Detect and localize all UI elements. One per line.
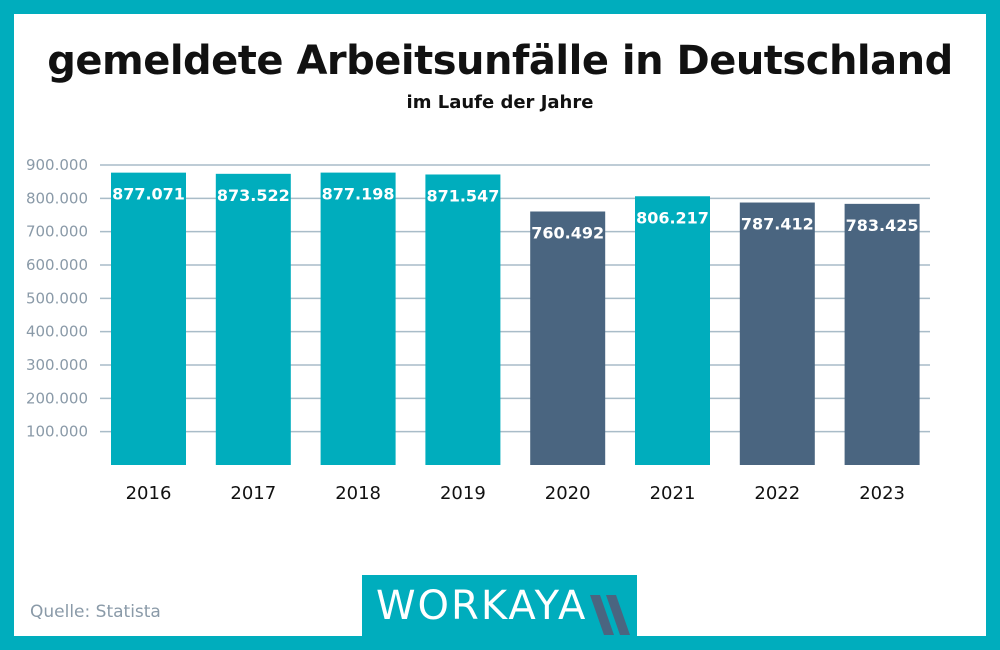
bar (530, 211, 606, 465)
y-tick-label: 600.000 (26, 256, 88, 274)
data-label: 760.492 (531, 224, 604, 243)
bar (635, 196, 710, 466)
y-tick-label: 300.000 (26, 356, 88, 374)
x-tick-label: 2018 (335, 483, 381, 504)
data-label: 783.425 (846, 216, 919, 235)
x-tick-label: 2022 (754, 483, 800, 504)
x-tick-label: 2019 (440, 483, 486, 504)
x-tick-label: 2021 (650, 483, 696, 504)
y-tick-label: 400.000 (26, 323, 88, 341)
x-tick-label: 2023 (859, 483, 905, 504)
data-label: 873.522 (217, 186, 290, 205)
y-tick-label: 900.000 (26, 156, 88, 174)
x-tick-label: 2017 (230, 483, 276, 504)
workaya-logo: WORKAYA (362, 575, 637, 650)
y-tick-label: 100.000 (26, 423, 88, 441)
chart-subtitle: im Laufe der Jahre (406, 92, 594, 113)
data-label: 806.217 (636, 208, 709, 227)
bar (844, 203, 920, 465)
bar (111, 172, 186, 465)
logo-text: WORKAYA (376, 583, 588, 629)
y-tick-label: 800.000 (26, 189, 88, 207)
data-label: 877.071 (112, 185, 185, 204)
bar (739, 202, 815, 465)
data-label: 877.198 (322, 185, 395, 204)
source-note: Quelle: Statista (30, 602, 161, 622)
data-label: 871.547 (426, 186, 499, 205)
x-tick-label: 2020 (545, 483, 591, 504)
bar (215, 173, 291, 466)
x-tick-label: 2016 (126, 483, 172, 504)
bar (425, 174, 501, 466)
data-label: 787.412 (741, 215, 814, 234)
y-tick-label: 700.000 (26, 223, 88, 241)
y-tick-label: 200.000 (26, 389, 88, 407)
logo-stripes-icon (590, 595, 630, 635)
bar (320, 172, 396, 466)
chart-title: gemeldete Arbeitsunfälle in Deutschland (47, 38, 953, 84)
y-tick-label: 500.000 (26, 289, 88, 307)
